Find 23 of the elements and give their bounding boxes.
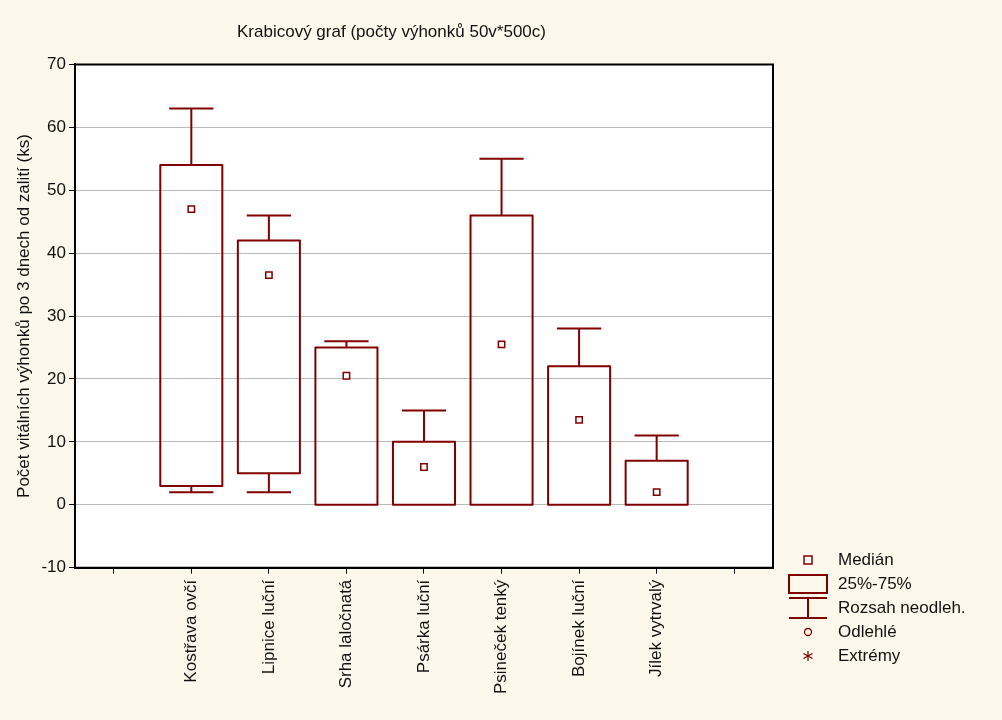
y-tick-label: 70 xyxy=(47,54,66,74)
text: Extrémy xyxy=(838,646,901,666)
y-tick-label: 50 xyxy=(47,179,66,199)
y-tick-label: 40 xyxy=(47,242,66,262)
text: Medián xyxy=(838,550,894,570)
y-tick-label: 20 xyxy=(47,368,66,388)
x-tick-label: Bojínek luční xyxy=(568,579,588,678)
y-tick-label: 10 xyxy=(47,431,66,451)
y-tick-label: 30 xyxy=(47,305,66,325)
x-tick-label: Psárka luční xyxy=(413,579,433,674)
chart-title: Krabicový graf (počty výhonků 50v*500c) xyxy=(237,21,546,41)
y-tick-label: 0 xyxy=(56,494,66,514)
text: Rozsah neodleh. xyxy=(838,598,966,618)
x-tick-label: Lipnice luční xyxy=(258,579,278,675)
x-tick-label: Srha laločnatá xyxy=(336,579,356,689)
text: 25%-75% xyxy=(838,574,912,594)
text: Odlehlé xyxy=(838,622,897,642)
y-tick-label: -10 xyxy=(41,557,66,577)
y-tick-label: 60 xyxy=(47,117,66,136)
y-axis-title: Počet vitálních výhonků po 3 dnech od zalití (ks) xyxy=(13,134,33,498)
x-tick-label: Jílek vytrvalý xyxy=(646,579,666,677)
x-tick-label: Psineček tenký xyxy=(491,579,511,695)
x-tick-label: Kostřava ovčí xyxy=(181,579,200,683)
